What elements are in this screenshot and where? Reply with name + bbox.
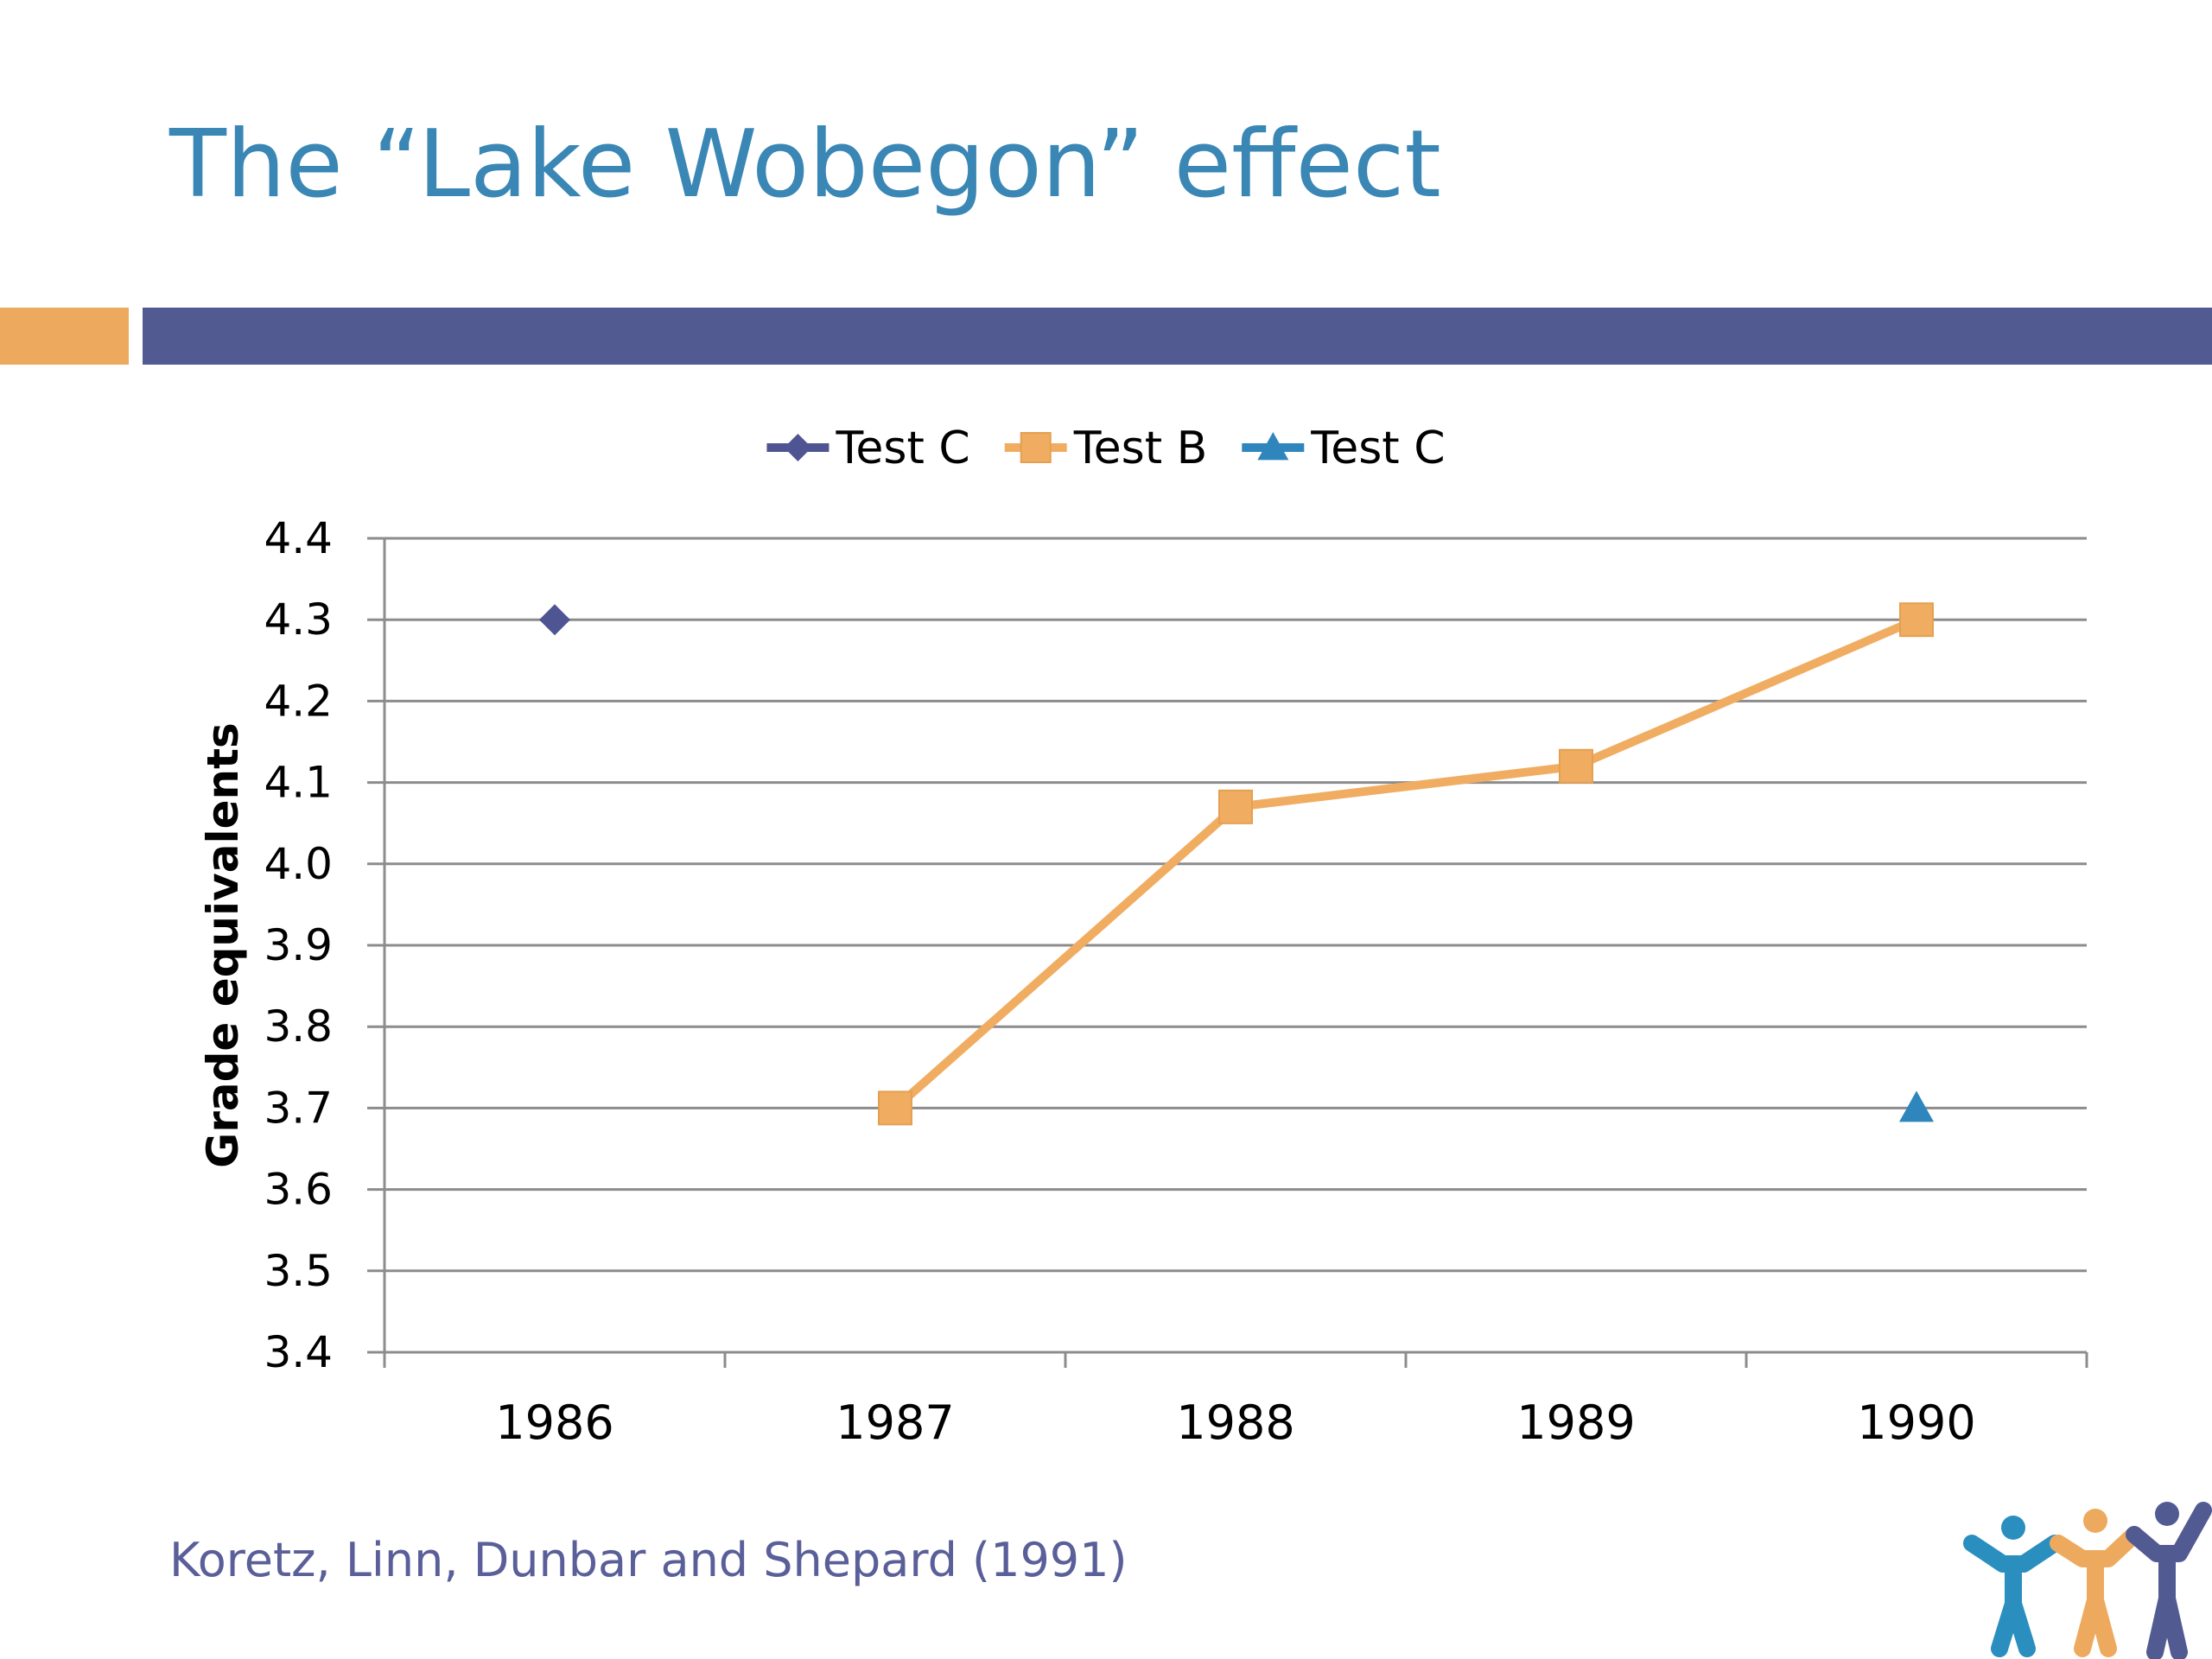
data-point-triangle xyxy=(1899,1090,1934,1122)
line-chart: 4.4 4.3 4.2 4.1 4.0 3.9 3.8 3.7 3.6 3.5 3.4 1986 198… xyxy=(198,423,2088,1450)
slide-title: The “Lake Wobegon” effect xyxy=(169,111,1441,219)
legend-label: Test C xyxy=(1310,423,1445,474)
data-point-square xyxy=(1899,602,1934,638)
y-tick-label: 3.5 xyxy=(264,1246,333,1296)
y-tick-label: 3.7 xyxy=(264,1083,333,1133)
data-point-square xyxy=(1218,789,1253,824)
x-tick-label: 1988 xyxy=(1176,1395,1294,1450)
accent-bar-orange xyxy=(0,308,129,365)
person-figure-blue xyxy=(1963,1516,2063,1657)
legend-marker-diamond xyxy=(784,434,812,461)
chart-container: 4.4 4.3 4.2 4.1 4.0 3.9 3.8 3.7 3.6 3.5 3.4 1986 198… xyxy=(0,380,2212,1486)
three-people-logo xyxy=(1963,1502,2212,1659)
y-tick-label: 3.4 xyxy=(264,1327,333,1377)
data-point-square xyxy=(1559,748,1593,784)
y-tick-label: 3.8 xyxy=(264,1001,333,1052)
legend-marker-square xyxy=(1020,432,1052,463)
y-tick-label: 4.0 xyxy=(264,839,333,889)
series-line-1 xyxy=(892,615,1918,1112)
y-tick-label: 4.2 xyxy=(264,676,333,726)
x-tick-label: 1989 xyxy=(1516,1395,1635,1450)
x-tick-label: 1986 xyxy=(495,1395,613,1450)
person-figure-orange xyxy=(2050,1509,2143,1657)
y-tick-label: 3.6 xyxy=(264,1165,333,1215)
x-tick-label: 1987 xyxy=(836,1395,954,1450)
legend-marker-triangle xyxy=(1257,432,1289,461)
y-tick-label: 4.1 xyxy=(264,758,333,808)
y-tick-label: 4.3 xyxy=(264,594,333,645)
y-tick-label: 3.9 xyxy=(264,920,333,970)
person-figure-navy xyxy=(2126,1502,2212,1659)
y-axis-title: Grade equivalents xyxy=(198,722,248,1168)
y-tick-label: 4.4 xyxy=(264,513,333,563)
legend-label: Test C xyxy=(835,423,969,474)
legend-label: Test B xyxy=(1073,423,1208,474)
source-citation: Koretz, Linn, Dunbar and Shepard (1991) xyxy=(169,1533,1128,1587)
data-point-square xyxy=(878,1090,912,1126)
data-point-diamond xyxy=(539,604,570,636)
x-tick-label: 1990 xyxy=(1857,1395,1975,1450)
accent-bar-navy xyxy=(143,308,2212,365)
